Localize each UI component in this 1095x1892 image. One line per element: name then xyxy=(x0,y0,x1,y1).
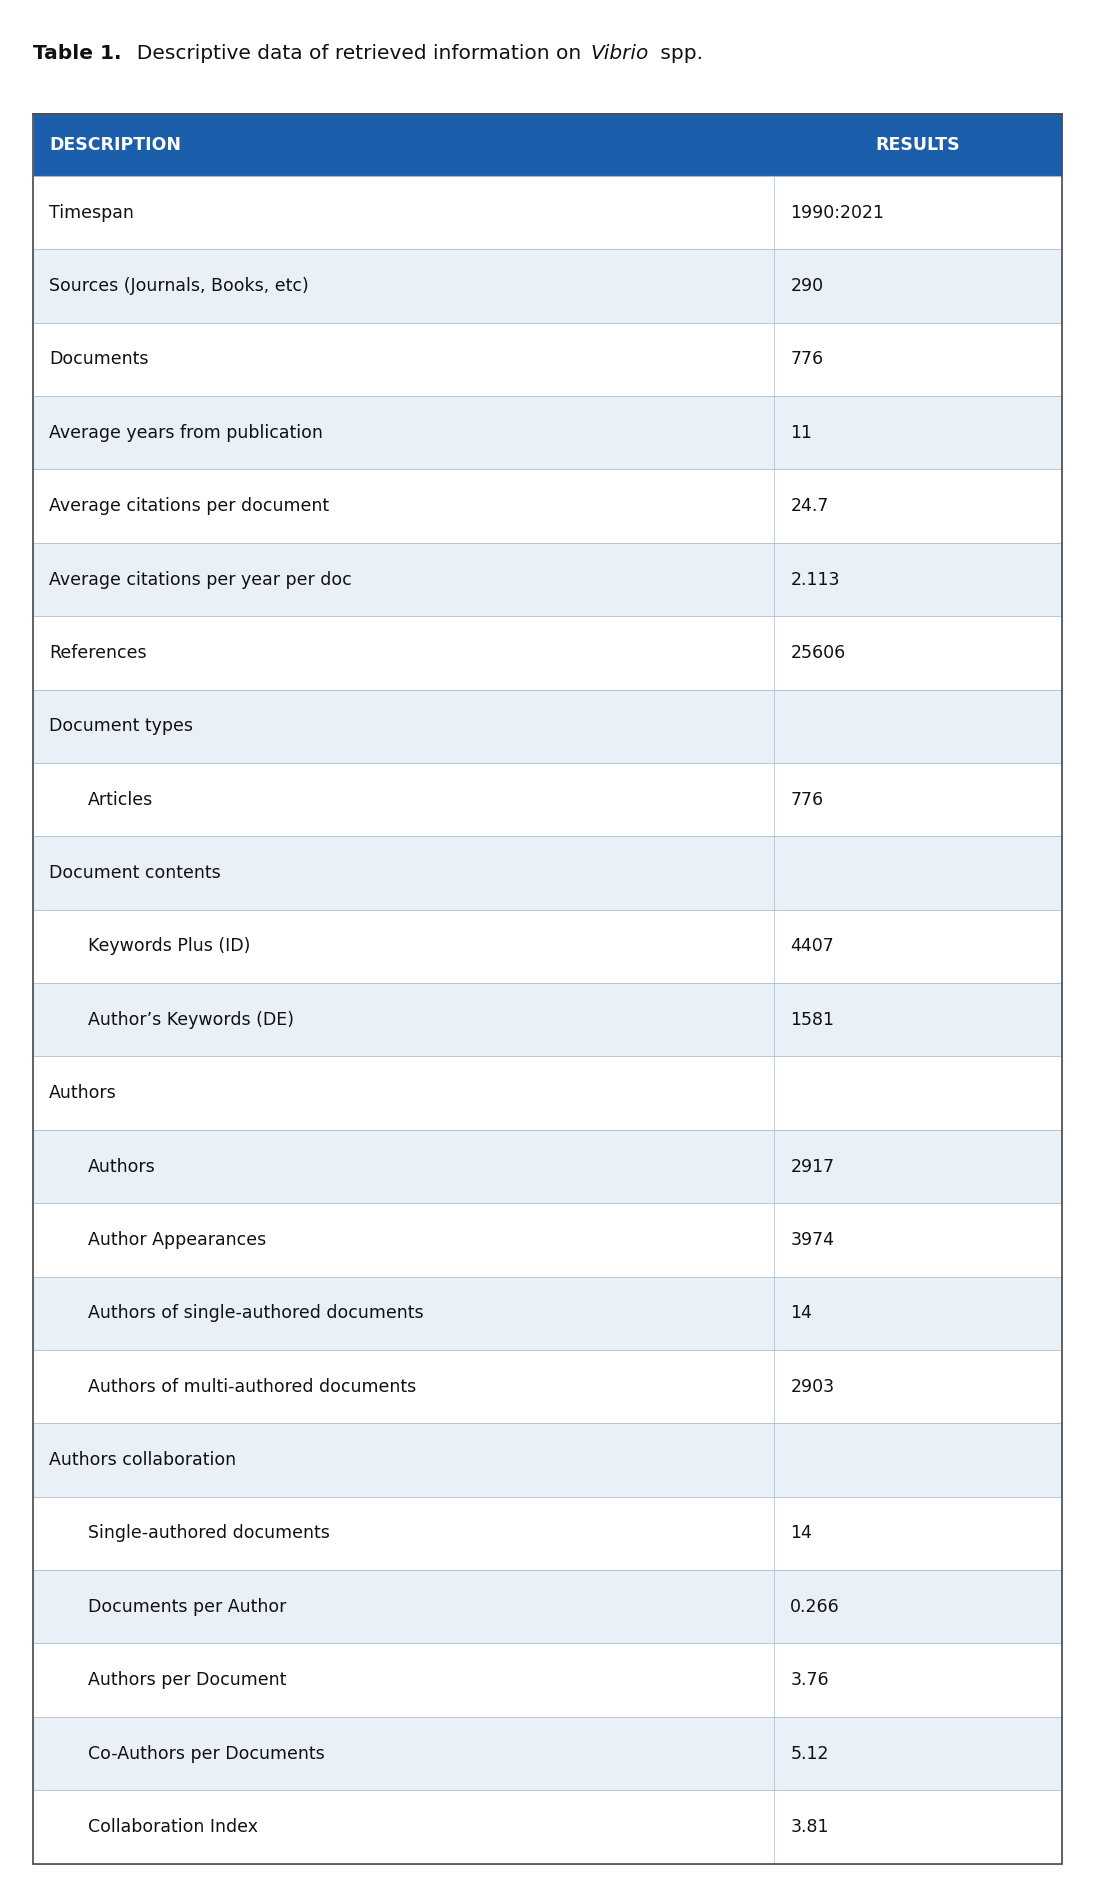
Text: Descriptive data of retrieved information on: Descriptive data of retrieved informatio… xyxy=(124,44,587,62)
Text: Co-Authors per Documents: Co-Authors per Documents xyxy=(88,1744,324,1763)
Text: Authors of single-authored documents: Authors of single-authored documents xyxy=(88,1304,424,1323)
Text: Authors per Document: Authors per Document xyxy=(88,1671,286,1690)
Text: 4407: 4407 xyxy=(791,937,834,955)
Text: Table 1.: Table 1. xyxy=(33,44,122,62)
Bar xyxy=(33,1130,1062,1203)
Text: References: References xyxy=(49,643,147,662)
Text: 3.81: 3.81 xyxy=(791,1818,829,1835)
Text: RESULTS: RESULTS xyxy=(876,136,960,153)
Bar xyxy=(33,1644,1062,1716)
Text: Author Appearances: Author Appearances xyxy=(88,1232,266,1249)
Bar xyxy=(33,1277,1062,1351)
Bar xyxy=(33,1423,1062,1497)
Text: Vibrio: Vibrio xyxy=(590,44,648,62)
Bar xyxy=(33,836,1062,910)
Text: Average citations per year per doc: Average citations per year per doc xyxy=(49,571,351,588)
Text: 25606: 25606 xyxy=(791,643,845,662)
Bar xyxy=(33,1570,1062,1644)
Text: 3974: 3974 xyxy=(791,1232,834,1249)
Text: Articles: Articles xyxy=(88,791,153,808)
Text: Timespan: Timespan xyxy=(49,204,135,221)
Text: 776: 776 xyxy=(791,791,823,808)
Bar xyxy=(33,1203,1062,1277)
Text: Document contents: Document contents xyxy=(49,865,221,882)
Text: Keywords Plus (ID): Keywords Plus (ID) xyxy=(88,937,250,955)
Bar xyxy=(33,543,1062,617)
Text: Authors collaboration: Authors collaboration xyxy=(49,1451,237,1468)
Text: 3.76: 3.76 xyxy=(791,1671,829,1690)
Text: Average years from publication: Average years from publication xyxy=(49,424,323,441)
Bar xyxy=(33,1351,1062,1423)
Bar xyxy=(33,250,1062,324)
Bar xyxy=(33,1056,1062,1130)
Bar xyxy=(33,469,1062,543)
Text: 14: 14 xyxy=(791,1525,812,1542)
Bar xyxy=(33,762,1062,836)
Text: 24.7: 24.7 xyxy=(791,498,829,515)
Text: Documents per Author: Documents per Author xyxy=(88,1599,286,1616)
Text: 1581: 1581 xyxy=(791,1010,834,1029)
Text: Authors: Authors xyxy=(49,1084,117,1103)
Text: 5.12: 5.12 xyxy=(791,1744,829,1763)
Text: 2917: 2917 xyxy=(791,1158,834,1175)
Text: Author’s Keywords (DE): Author’s Keywords (DE) xyxy=(88,1010,293,1029)
Bar xyxy=(33,1790,1062,1864)
Text: spp.: spp. xyxy=(654,44,703,62)
Bar xyxy=(33,114,1062,176)
Text: 2903: 2903 xyxy=(791,1377,834,1396)
Text: Document types: Document types xyxy=(49,717,194,736)
Text: 11: 11 xyxy=(791,424,812,441)
Bar xyxy=(33,176,1062,250)
Bar xyxy=(33,395,1062,469)
Text: Average citations per document: Average citations per document xyxy=(49,498,330,515)
Text: Authors of multi-authored documents: Authors of multi-authored documents xyxy=(88,1377,416,1396)
Bar xyxy=(33,617,1062,689)
Text: 776: 776 xyxy=(791,350,823,369)
Text: 0.266: 0.266 xyxy=(791,1599,840,1616)
Text: 290: 290 xyxy=(791,276,823,295)
Bar xyxy=(33,324,1062,395)
Text: Collaboration Index: Collaboration Index xyxy=(88,1818,257,1835)
Text: 1990:2021: 1990:2021 xyxy=(791,204,885,221)
Text: 2.113: 2.113 xyxy=(791,571,840,588)
Bar xyxy=(33,689,1062,762)
Text: DESCRIPTION: DESCRIPTION xyxy=(49,136,182,153)
Bar xyxy=(33,910,1062,984)
Text: Single-authored documents: Single-authored documents xyxy=(88,1525,330,1542)
Text: Authors: Authors xyxy=(88,1158,155,1175)
Bar xyxy=(33,984,1062,1056)
Bar xyxy=(33,1497,1062,1570)
Text: Documents: Documents xyxy=(49,350,149,369)
Bar xyxy=(33,1716,1062,1790)
Text: 14: 14 xyxy=(791,1304,812,1323)
Text: Sources (Journals, Books, etc): Sources (Journals, Books, etc) xyxy=(49,276,309,295)
